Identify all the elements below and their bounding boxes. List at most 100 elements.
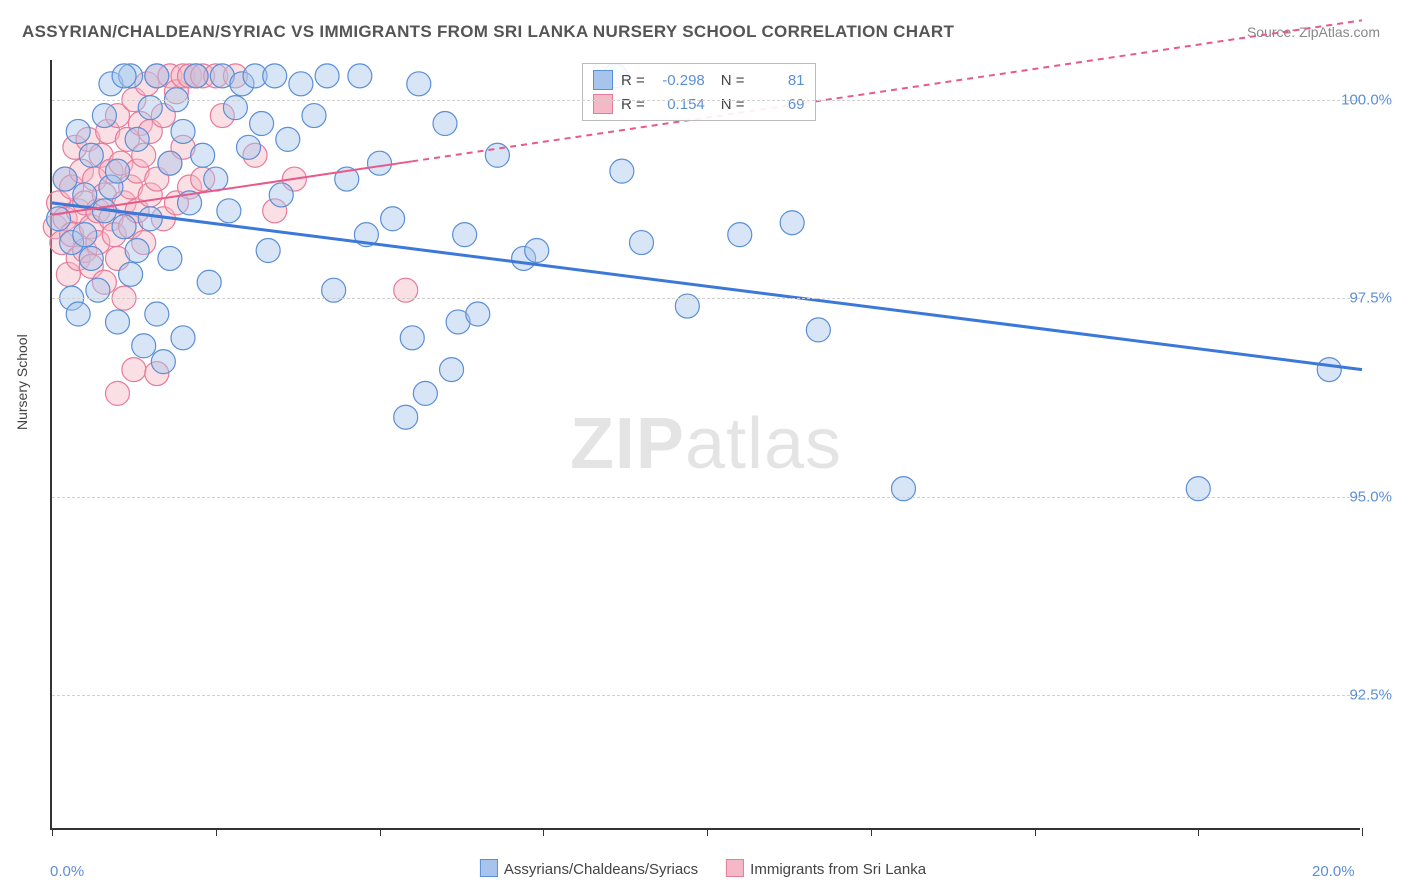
scatter-point bbox=[66, 119, 90, 143]
scatter-point bbox=[381, 207, 405, 231]
scatter-point bbox=[171, 119, 195, 143]
y-tick-label: 97.5% bbox=[1349, 290, 1392, 307]
scatter-point bbox=[256, 239, 280, 263]
legend-swatch bbox=[593, 70, 613, 90]
legend-item: Assyrians/Chaldeans/Syriacs bbox=[480, 859, 698, 878]
scatter-point bbox=[780, 211, 804, 235]
scatter-point bbox=[66, 302, 90, 326]
scatter-point bbox=[92, 104, 116, 128]
scatter-point bbox=[112, 215, 136, 239]
x-tick bbox=[1035, 828, 1036, 836]
scatter-point bbox=[289, 72, 313, 96]
scatter-point bbox=[453, 223, 477, 247]
scatter-point bbox=[197, 270, 221, 294]
trend-line-solid bbox=[52, 203, 1362, 370]
x-tick bbox=[871, 828, 872, 836]
scatter-point bbox=[106, 310, 130, 334]
stat-n-value: 69 bbox=[753, 96, 805, 113]
scatter-point bbox=[269, 183, 293, 207]
scatter-point bbox=[204, 167, 228, 191]
stats-row: R = -0.298 N = 81 bbox=[593, 68, 805, 92]
scatter-point bbox=[368, 151, 392, 175]
scatter-point bbox=[237, 135, 261, 159]
scatter-point bbox=[217, 199, 241, 223]
chart-svg bbox=[52, 60, 1360, 828]
scatter-point bbox=[145, 302, 169, 326]
scatter-point bbox=[302, 104, 326, 128]
y-axis-label: Nursery School bbox=[14, 334, 30, 430]
scatter-point bbox=[132, 334, 156, 358]
scatter-point bbox=[348, 64, 372, 88]
scatter-point bbox=[125, 239, 149, 263]
y-tick-label: 100.0% bbox=[1341, 91, 1392, 108]
legend-bottom: Assyrians/Chaldeans/Syriacs Immigrants fr… bbox=[480, 859, 926, 878]
x-tick bbox=[543, 828, 544, 836]
stats-box: R = -0.298 N = 81 R = 0.154 N = 69 bbox=[582, 63, 816, 121]
stat-n-value: 81 bbox=[753, 72, 805, 89]
scatter-point bbox=[728, 223, 752, 247]
source-attribution: Source: ZipAtlas.com bbox=[1247, 24, 1380, 40]
scatter-point bbox=[47, 207, 71, 231]
gridline-h bbox=[52, 298, 1360, 299]
scatter-point bbox=[440, 358, 464, 382]
x-tick-label: 20.0% bbox=[1312, 863, 1355, 880]
gridline-h bbox=[52, 695, 1360, 696]
x-tick bbox=[52, 828, 53, 836]
scatter-point bbox=[1317, 358, 1341, 382]
scatter-point bbox=[276, 127, 300, 151]
chart-title: ASSYRIAN/CHALDEAN/SYRIAC VS IMMIGRANTS F… bbox=[22, 22, 954, 42]
scatter-point bbox=[79, 143, 103, 167]
stat-r-label: R = bbox=[621, 96, 645, 113]
scatter-point bbox=[73, 183, 97, 207]
stats-row: R = 0.154 N = 69 bbox=[593, 92, 805, 116]
plot-area: ZIPatlas R =-0.298N =81R =0.154N =69 bbox=[50, 60, 1360, 830]
scatter-point bbox=[151, 350, 175, 374]
scatter-point bbox=[138, 207, 162, 231]
scatter-point bbox=[79, 246, 103, 270]
scatter-point bbox=[525, 239, 549, 263]
x-tick bbox=[707, 828, 708, 836]
x-tick bbox=[1362, 828, 1363, 836]
scatter-point bbox=[485, 143, 509, 167]
x-tick bbox=[380, 828, 381, 836]
stat-r-value: -0.298 bbox=[653, 72, 705, 89]
scatter-point bbox=[53, 167, 77, 191]
scatter-point bbox=[400, 326, 424, 350]
scatter-point bbox=[171, 326, 195, 350]
scatter-point bbox=[407, 72, 431, 96]
legend-item: Immigrants from Sri Lanka bbox=[726, 859, 926, 878]
scatter-point bbox=[145, 64, 169, 88]
scatter-point bbox=[106, 381, 130, 405]
stat-r-value: 0.154 bbox=[653, 96, 705, 113]
x-tick-label: 0.0% bbox=[50, 863, 84, 880]
scatter-point bbox=[250, 112, 274, 136]
scatter-point bbox=[122, 358, 146, 382]
scatter-point bbox=[184, 64, 208, 88]
stat-n-label: N = bbox=[721, 96, 745, 113]
scatter-point bbox=[263, 64, 287, 88]
scatter-point bbox=[112, 64, 136, 88]
scatter-point bbox=[125, 127, 149, 151]
legend-swatch bbox=[726, 859, 744, 877]
stat-r-label: R = bbox=[621, 72, 645, 89]
scatter-point bbox=[191, 143, 215, 167]
scatter-point bbox=[158, 246, 182, 270]
scatter-point bbox=[158, 151, 182, 175]
x-tick bbox=[1198, 828, 1199, 836]
legend-swatch bbox=[480, 859, 498, 877]
y-tick-label: 92.5% bbox=[1349, 687, 1392, 704]
scatter-point bbox=[413, 381, 437, 405]
gridline-h bbox=[52, 497, 1360, 498]
gridline-h bbox=[52, 100, 1360, 101]
scatter-point bbox=[394, 405, 418, 429]
legend-swatch bbox=[593, 94, 613, 114]
scatter-point bbox=[610, 159, 634, 183]
x-tick bbox=[216, 828, 217, 836]
stat-n-label: N = bbox=[721, 72, 745, 89]
scatter-point bbox=[73, 223, 97, 247]
y-tick-label: 95.0% bbox=[1349, 488, 1392, 505]
scatter-point bbox=[630, 231, 654, 255]
scatter-point bbox=[106, 159, 130, 183]
scatter-point bbox=[315, 64, 339, 88]
scatter-point bbox=[119, 262, 143, 286]
